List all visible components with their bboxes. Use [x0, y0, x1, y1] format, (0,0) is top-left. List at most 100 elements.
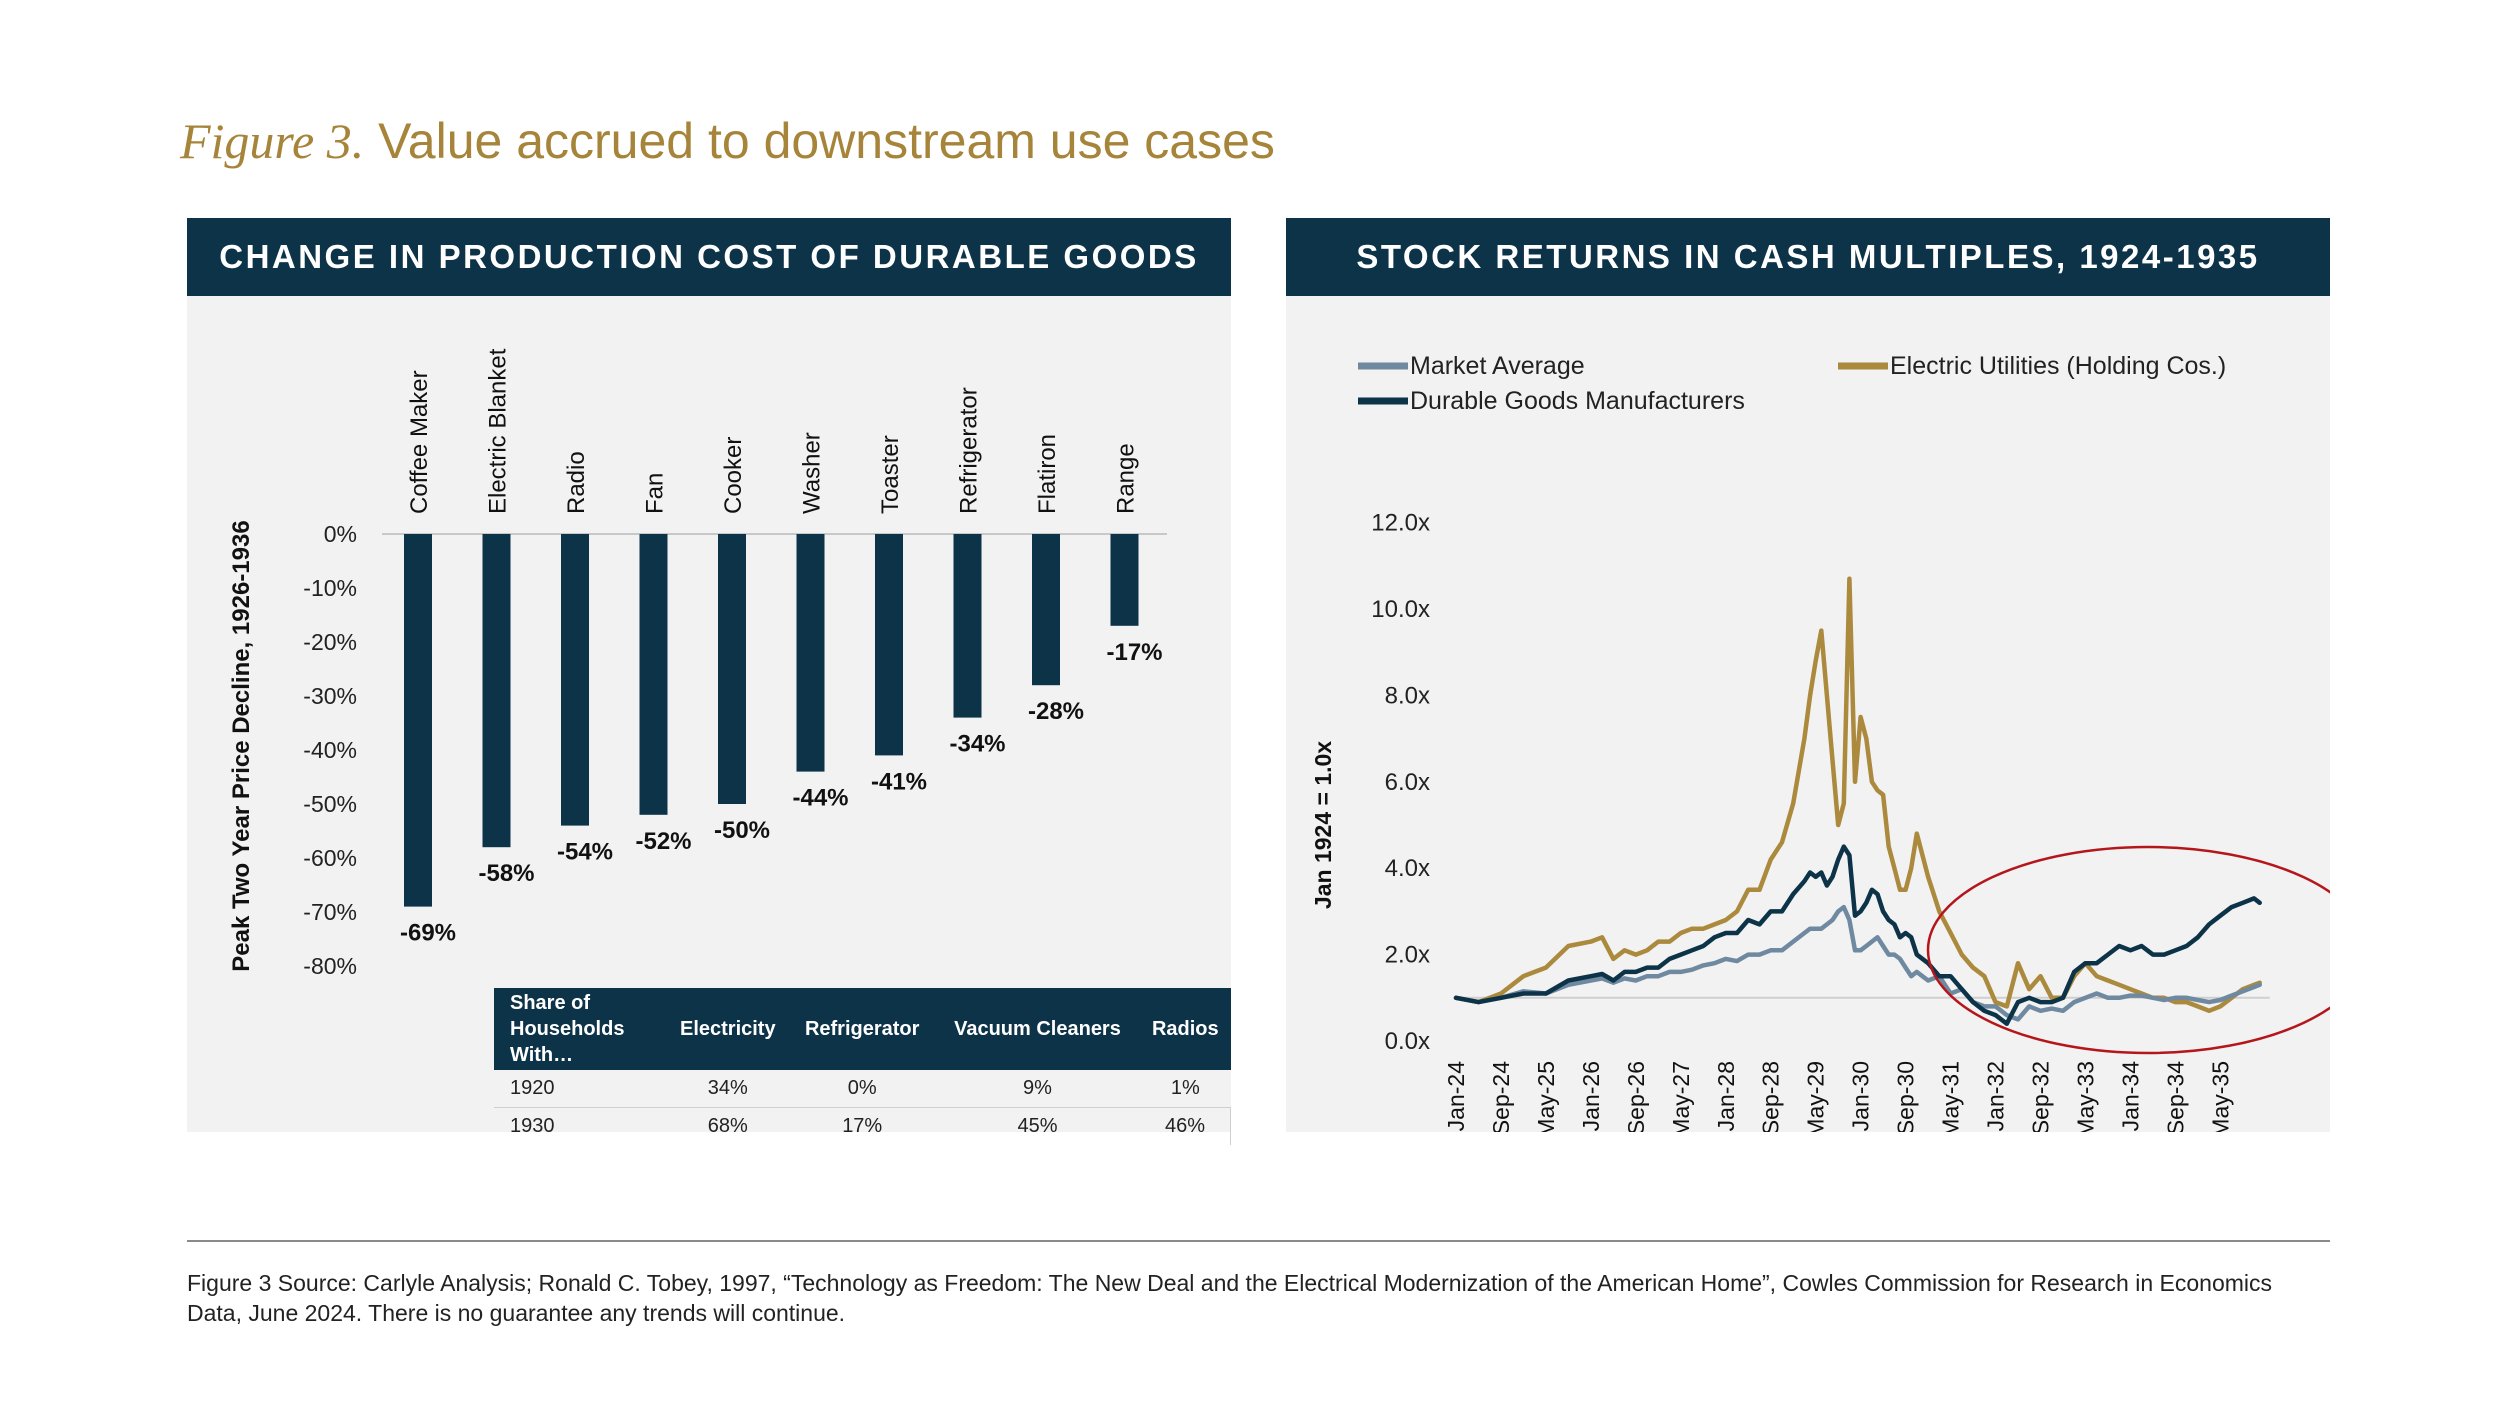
y-tick-label: 10.0x [1371, 596, 1430, 623]
table-cell: 46% [1140, 1107, 1232, 1145]
y-tick-label: -40% [303, 737, 357, 763]
x-tick-label: Toaster [877, 435, 904, 514]
x-tick-label: May-31 [1938, 1061, 1964, 1132]
table-cell: 34% [666, 1070, 790, 1108]
bar [639, 534, 668, 815]
y-tick-label: 12.0x [1371, 510, 1430, 537]
table-row: 1930 68% 17% 45% 46% [494, 1107, 1232, 1145]
table-cell-year: 1930 [510, 1115, 555, 1137]
figure-title: Figure 3. Value accrued to downstream us… [180, 112, 1275, 170]
x-tick-label: May-27 [1668, 1061, 1694, 1132]
figure-number: Figure 3. [180, 113, 365, 169]
bar [482, 534, 511, 848]
bar [953, 534, 982, 718]
x-tick-label: May-33 [2072, 1061, 2098, 1132]
x-tick-label: Jan-34 [2117, 1061, 2143, 1132]
y-tick-label: -70% [303, 899, 357, 925]
y-tick-label: 8.0x [1385, 682, 1430, 709]
data-label: -41% [871, 768, 927, 795]
x-tick-label: Radio [563, 451, 590, 514]
series-line [1453, 576, 2262, 1014]
table-cell: 1% [1140, 1070, 1231, 1108]
bar [404, 534, 432, 907]
household-table-header-share: Share of Households With… [494, 988, 666, 1070]
household-table-header-row: Share of Households With… Electricity Re… [494, 988, 1231, 1070]
production-cost-panel: CHANGE IN PRODUCTION COST OF DURABLE GOO… [187, 218, 1232, 1145]
series-line [1453, 904, 2262, 1022]
data-label: -58% [478, 860, 534, 887]
table-cell: 9% [934, 1070, 1141, 1108]
x-tick-label: May-35 [2207, 1061, 2233, 1132]
series-line [1453, 844, 2262, 1026]
x-tick-label: Jan-28 [1713, 1061, 1739, 1131]
x-tick-label: Jan-30 [1848, 1061, 1874, 1131]
x-tick-label: Cooker [720, 437, 747, 514]
x-tick-label: Jan-32 [1983, 1061, 2009, 1131]
bar [718, 534, 746, 804]
stock-returns-header: STOCK RETURNS IN CASH MULTIPLES, 1924-19… [1286, 218, 2330, 296]
highlight-circle [1926, 845, 2330, 1055]
y-tick-label: -20% [303, 629, 357, 655]
household-table-header-refrigerator: Refrigerator [789, 988, 935, 1070]
bar [561, 534, 589, 826]
x-tick-label: May-29 [1803, 1061, 1829, 1132]
y-tick-label: -30% [303, 683, 357, 709]
bar [875, 534, 903, 756]
production-cost-header: CHANGE IN PRODUCTION COST OF DURABLE GOO… [187, 218, 1231, 296]
x-tick-label: Washer [799, 432, 826, 514]
bar [1110, 534, 1139, 626]
y-tick-label: -10% [303, 575, 357, 601]
y-tick-label: 2.0x [1385, 942, 1430, 969]
table-cell-year: 1920 [494, 1070, 666, 1108]
x-tick-label: Sep-28 [1758, 1061, 1784, 1132]
y-tick-label: -80% [303, 953, 357, 979]
x-tick-label: Sep-34 [2162, 1061, 2188, 1132]
household-table-header-electricity: Electricity [666, 988, 790, 1070]
y-tick-label: 0% [324, 521, 357, 547]
stock-returns-panel: STOCK RETURNS IN CASH MULTIPLES, 1924-19… [1286, 218, 2330, 1132]
data-label: -28% [1028, 698, 1084, 725]
data-label: -52% [635, 828, 691, 855]
household-table-header-radios: Radios [1140, 988, 1231, 1070]
x-tick-label: Sep-26 [1623, 1061, 1649, 1132]
x-tick-label: Electric Blanket [485, 348, 512, 514]
bar [1032, 534, 1060, 686]
footer-divider [187, 1240, 2330, 1242]
y-axis-label: Peak Two Year Price Decline, 1926-1936 [228, 520, 255, 971]
data-label: -50% [714, 817, 770, 844]
table-cell: 45% [1017, 1115, 1058, 1137]
y-tick-label: -50% [303, 791, 357, 817]
table-cell: 0% [789, 1070, 935, 1108]
legend-label: Market Average [1410, 352, 1585, 380]
data-label: -17% [1106, 639, 1162, 666]
y-tick-label: -60% [303, 845, 357, 871]
x-tick-label: Fan [642, 473, 669, 514]
x-tick-label: Range [1113, 443, 1140, 514]
household-table-header-vacuum: Vacuum Cleaners [934, 988, 1141, 1070]
data-label: -54% [557, 839, 613, 866]
x-tick-label: Jan-24 [1443, 1061, 1469, 1132]
table-row: 1920 34% 0% 9% 1% [494, 1070, 1231, 1108]
x-tick-label: Flatiron [1034, 434, 1061, 514]
legend-label: Electric Utilities (Holding Cos.) [1890, 352, 2226, 380]
bar [796, 534, 825, 772]
x-tick-label: Coffee Maker [406, 370, 433, 514]
x-tick-label: Sep-32 [2027, 1061, 2053, 1132]
data-label: -69% [400, 920, 456, 947]
production-cost-bar-chart: 0% -10% -20% -30% -40% -50% -60% -70% -80% Peak T… [228, 348, 1167, 979]
x-tick-label: Jan-26 [1578, 1061, 1604, 1131]
table-cell: 68% [707, 1115, 748, 1137]
x-tick-label: Refrigerator [956, 387, 983, 514]
y-tick-label: 4.0x [1385, 855, 1430, 882]
data-label: -44% [792, 785, 848, 812]
y-tick-label: 6.0x [1385, 769, 1430, 796]
x-tick-label: Sep-30 [1893, 1061, 1919, 1132]
x-tick-label: May-25 [1533, 1061, 1559, 1132]
legend-label: Durable Goods Manufacturers [1410, 387, 1745, 415]
household-share-table: Share of Households With… Electricity Re… [494, 988, 1232, 1145]
y-tick-label: 0.0x [1385, 1028, 1430, 1055]
source-note: Figure 3 Source: Carlyle Analysis; Ronal… [187, 1270, 2273, 1326]
stock-returns-line-chart: Market Average Electric Utilities (Holdin… [1310, 352, 2330, 1132]
x-tick-label: Sep-24 [1488, 1061, 1514, 1132]
figure-title-text: Value accrued to downstream use cases [378, 113, 1275, 169]
